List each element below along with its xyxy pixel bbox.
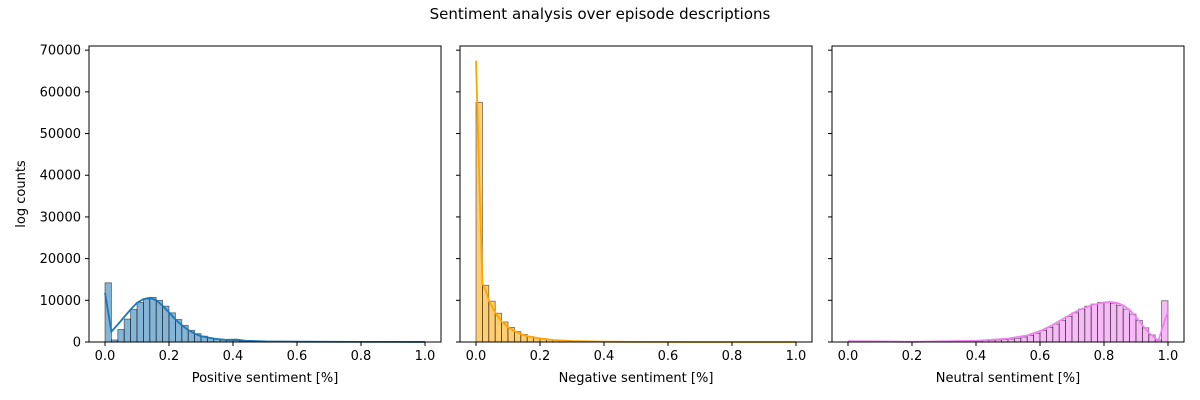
histogram-bar	[130, 309, 138, 343]
x-tick-label: 0.2	[159, 349, 180, 364]
histogram-bar	[123, 318, 131, 343]
kde-line	[475, 60, 797, 343]
x-axis-label: Negative sentiment [%]	[559, 371, 714, 386]
kde-line	[847, 301, 1169, 343]
histogram-bar	[1122, 308, 1130, 343]
histogram-bar	[1103, 301, 1111, 343]
x-tick-label: 0.8	[351, 349, 372, 364]
x-tick-label: 1.0	[1158, 349, 1179, 364]
x-axis-label: Positive sentiment [%]	[192, 371, 339, 386]
kde-line	[104, 292, 426, 343]
x-axis-label: Neutral sentiment [%]	[936, 371, 1080, 386]
x-tick-label: 1.0	[415, 349, 436, 364]
y-tick-label: 30000	[40, 210, 81, 225]
histogram-bar	[155, 299, 163, 343]
histogram-bar	[1129, 313, 1137, 343]
x-tick-label: 0.8	[1094, 349, 1115, 364]
histogram-bar	[1078, 308, 1086, 343]
x-tick-label: 0.4	[594, 349, 615, 364]
y-tick-label: 60000	[40, 85, 81, 100]
y-axis-label: log counts	[14, 160, 29, 228]
histogram-bar	[1046, 327, 1054, 343]
histogram-bar	[1071, 312, 1079, 343]
x-tick-label: 0.2	[530, 349, 551, 364]
histogram-bar	[149, 296, 157, 343]
x-tick-label: 0.0	[838, 349, 859, 364]
panel-1: 0.0 0.2 0.4 0.6 0.8 1.0 0 10000 20000 30000 40000 5…	[14, 44, 442, 386]
histogram-bar	[117, 329, 125, 343]
x-tick-label: 0.6	[658, 349, 679, 364]
panel-2: 0.0 0.2 0.4 0.6 0.8 1.0 Negative sentiment [%]	[456, 45, 813, 386]
x-tick-label: 0.6	[287, 349, 308, 364]
x-tick-label: 0.0	[95, 349, 116, 364]
axes-frame	[459, 45, 813, 343]
x-tick-label: 0.4	[223, 349, 244, 364]
x-tick-label: 0.6	[1030, 349, 1051, 364]
y-tick-label: 50000	[40, 127, 81, 142]
x-tick-label: 0.0	[466, 349, 487, 364]
panel-3: 0.0 0.2 0.4 0.6 0.8 1.0 Neutral sentiment [%]	[828, 45, 1185, 386]
x-tick-label: 0.4	[966, 349, 987, 364]
y-tick-label: 20000	[40, 252, 81, 267]
x-tick-label: 0.8	[722, 349, 743, 364]
histogram-bar	[1039, 329, 1047, 343]
histogram-bar	[481, 284, 490, 343]
figure-title: Sentiment analysis over episode descript…	[429, 5, 771, 23]
histogram-bar	[1052, 323, 1060, 343]
histogram-bar	[1110, 302, 1118, 343]
histogram-bar	[1065, 316, 1073, 343]
y-tick-label: 10000	[40, 294, 81, 309]
x-tick-label: 1.0	[786, 349, 807, 364]
histogram-bar	[136, 301, 144, 343]
histogram-bar	[1033, 332, 1041, 343]
histogram-bar	[1020, 336, 1028, 343]
x-tick-label: 0.2	[902, 349, 923, 364]
histogram-bar	[1014, 337, 1022, 343]
y-tick-label: 0	[73, 336, 81, 351]
histogram-bar	[142, 298, 151, 343]
y-tick-label: 40000	[40, 169, 81, 184]
y-tick-label: 70000	[40, 44, 81, 59]
histogram-bar	[1090, 303, 1098, 343]
histogram-bar	[1026, 334, 1034, 343]
histogram-bar	[1058, 319, 1066, 343]
axes-frame	[831, 45, 1185, 343]
histogram-bar	[1097, 301, 1105, 343]
axes-frame	[88, 45, 442, 343]
histogram-bar	[1116, 304, 1124, 343]
histogram-bar	[1084, 305, 1092, 343]
